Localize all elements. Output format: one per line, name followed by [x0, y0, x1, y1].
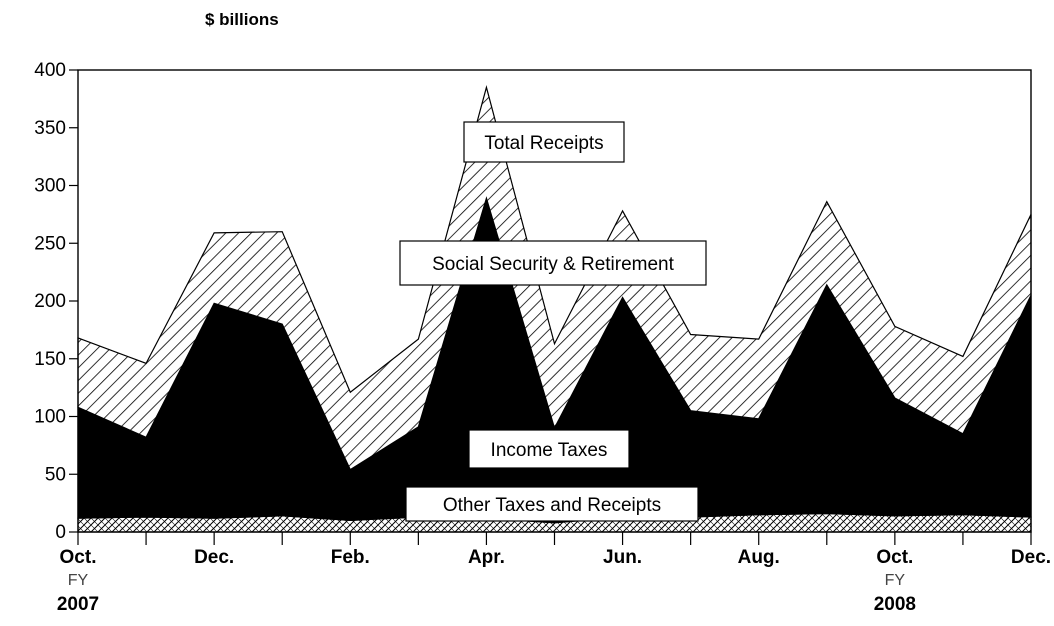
annotation-income-taxes: Income Taxes: [468, 429, 630, 469]
annotation-text: Total Receipts: [484, 133, 603, 154]
annotation-box: [468, 429, 630, 469]
y-tick-label: 250: [34, 233, 66, 254]
annotation-box: [463, 121, 625, 163]
annotations: Total Receipts Social Security & Retireme…: [399, 121, 707, 522]
annotation-social-security: Social Security & Retirement: [399, 240, 707, 286]
fy-year-label: 2007: [57, 594, 99, 615]
fy-year-label: 2008: [874, 594, 916, 615]
y-tick-label: 0: [55, 522, 66, 543]
fiscal-year-labels: FY 2007 FY 2008: [57, 572, 916, 615]
annotation-box: [405, 486, 699, 522]
y-axis: 0 50 100 150 200 250 300 350 400: [34, 60, 78, 543]
annotation-other-taxes: Other Taxes and Receipts: [405, 486, 699, 522]
y-tick-label: 50: [45, 464, 66, 485]
annotation-text: Other Taxes and Receipts: [443, 495, 661, 516]
y-tick-label: 150: [34, 349, 66, 370]
fy-prefix-label: FY: [68, 572, 89, 589]
x-tick-label: Aug.: [738, 547, 780, 568]
x-axis: Oct. Dec. Feb. Apr. Jun. Aug. Oct. Dec.: [60, 532, 1051, 568]
annotation-box: [399, 240, 707, 286]
x-tick-label: Jun.: [603, 547, 642, 568]
plot-border: [77, 69, 1032, 533]
y-tick-label: 200: [34, 291, 66, 312]
y-tick-label: 350: [34, 118, 66, 139]
y-tick-label: 300: [34, 176, 66, 197]
plot-frame: [77, 69, 1032, 533]
x-tick-label: Apr.: [468, 547, 505, 568]
x-tick-label: Oct.: [876, 547, 913, 568]
y-tick-label: 100: [34, 407, 66, 428]
x-tick-label: Dec.: [194, 547, 234, 568]
x-tick-label: Oct.: [60, 547, 97, 568]
fy-prefix-label: FY: [885, 572, 906, 589]
y-tick-label: 400: [34, 60, 66, 81]
annotation-total-receipts: Total Receipts: [463, 121, 625, 163]
y-unit-label: $ billions: [205, 10, 279, 29]
annotation-text: Social Security & Retirement: [432, 254, 675, 275]
annotation-text: Income Taxes: [491, 440, 608, 461]
x-tick-label: Dec.: [1011, 547, 1051, 568]
x-tick-label: Feb.: [331, 547, 370, 568]
